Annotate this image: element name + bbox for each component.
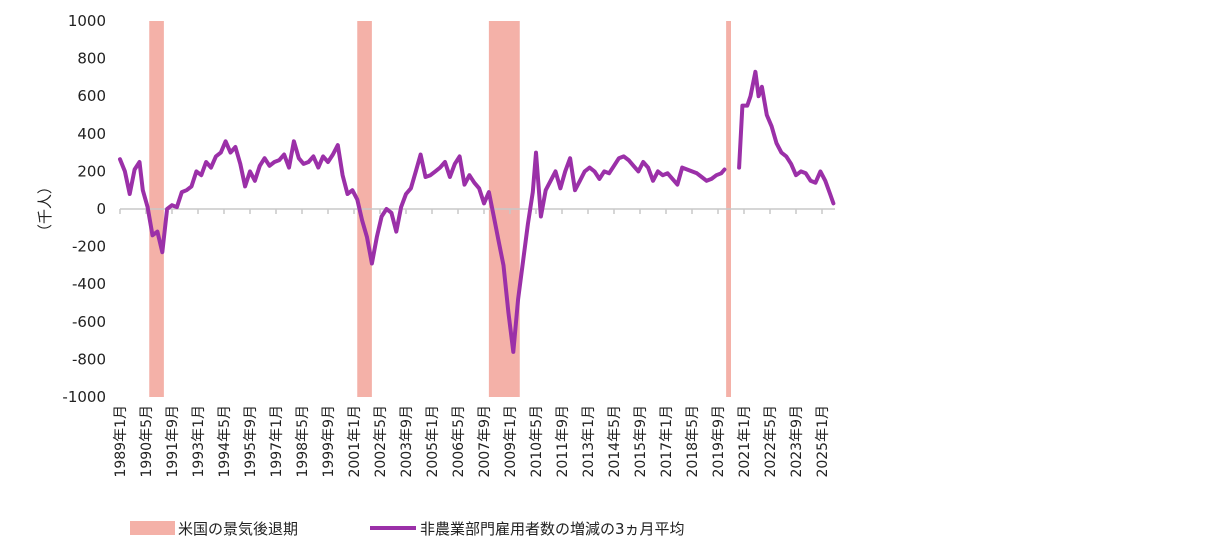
x-tick-label: 1993年1月 [191,405,207,478]
y-tick-label: 1000 [68,12,106,30]
x-tick-label: 2013年1月 [581,405,597,478]
x-tick-label: 1995年9月 [243,405,259,478]
x-tick-label: 2011年9月 [555,405,571,478]
series-lines [118,69,836,354]
x-tick-label: 2015年9月 [633,405,649,478]
y-tick-label: -200 [72,238,106,256]
y-tick-label: -800 [72,350,106,368]
y-axis: 1000 800 600 400 200 0 -200 -400 -600 -800 -1000 [62,12,106,406]
y-tick-label: 400 [77,125,106,143]
y-tick-label: -600 [72,313,106,331]
x-axis: 1989年1月 1990年5月 1991年9月 1993年1月 1994年5月 1995年… [113,209,831,478]
legend: 米国の景気後退期 非農業部門雇用者数の増減の3ヵ月平均 [130,520,685,538]
series-line-segment-2 [737,69,836,206]
x-tick-label: 2017年1月 [659,405,675,478]
y-axis-label: （千人） [36,179,54,239]
x-tick-label: 2010年5月 [529,405,545,478]
x-tick-label: 1994年5月 [217,405,233,478]
x-tick-label: 2014年5月 [607,405,623,478]
x-tick-label: 1990年5月 [139,405,155,478]
legend-recession-swatch [130,521,175,535]
x-tick-label: 2025年1月 [815,405,831,478]
x-tick-label: 1989年1月 [113,405,129,478]
y-tick-label: -400 [72,275,106,293]
x-tick-label: 2009年1月 [503,405,519,478]
series-line-segment-1 [118,139,727,354]
y-tick-label: 600 [77,87,106,105]
x-tick-label: 2002年5月 [373,405,389,478]
x-tick-label: 2021年1月 [737,405,753,478]
legend-recession-label: 米国の景気後退期 [178,520,298,538]
x-tick-label: 2018年5月 [685,405,701,478]
y-tick-label: 200 [77,162,106,180]
y-tick-label: 800 [77,50,106,68]
x-tick-label: 2003年9月 [399,405,415,478]
x-tick-label: 1998年5月 [295,405,311,478]
x-tick-label: 2006年5月 [451,405,467,478]
x-tick-label: 2001年1月 [347,405,363,478]
x-tick-label: 1991年9月 [165,405,181,478]
x-tick-label: 2005年1月 [425,405,441,478]
legend-line-label: 非農業部門雇用者数の増減の3ヵ月平均 [420,520,685,538]
y-tick-label: 0 [96,200,106,218]
y-tick-label: -1000 [62,388,106,406]
x-tick-label: 1997年1月 [269,405,285,478]
x-tick-label: 2019年9月 [711,405,727,478]
x-tick-label: 2022年5月 [763,405,779,478]
x-tick-label: 2007年9月 [477,405,493,478]
x-tick-label: 1999年9月 [321,405,337,478]
x-tick-label: 2023年9月 [789,405,805,478]
